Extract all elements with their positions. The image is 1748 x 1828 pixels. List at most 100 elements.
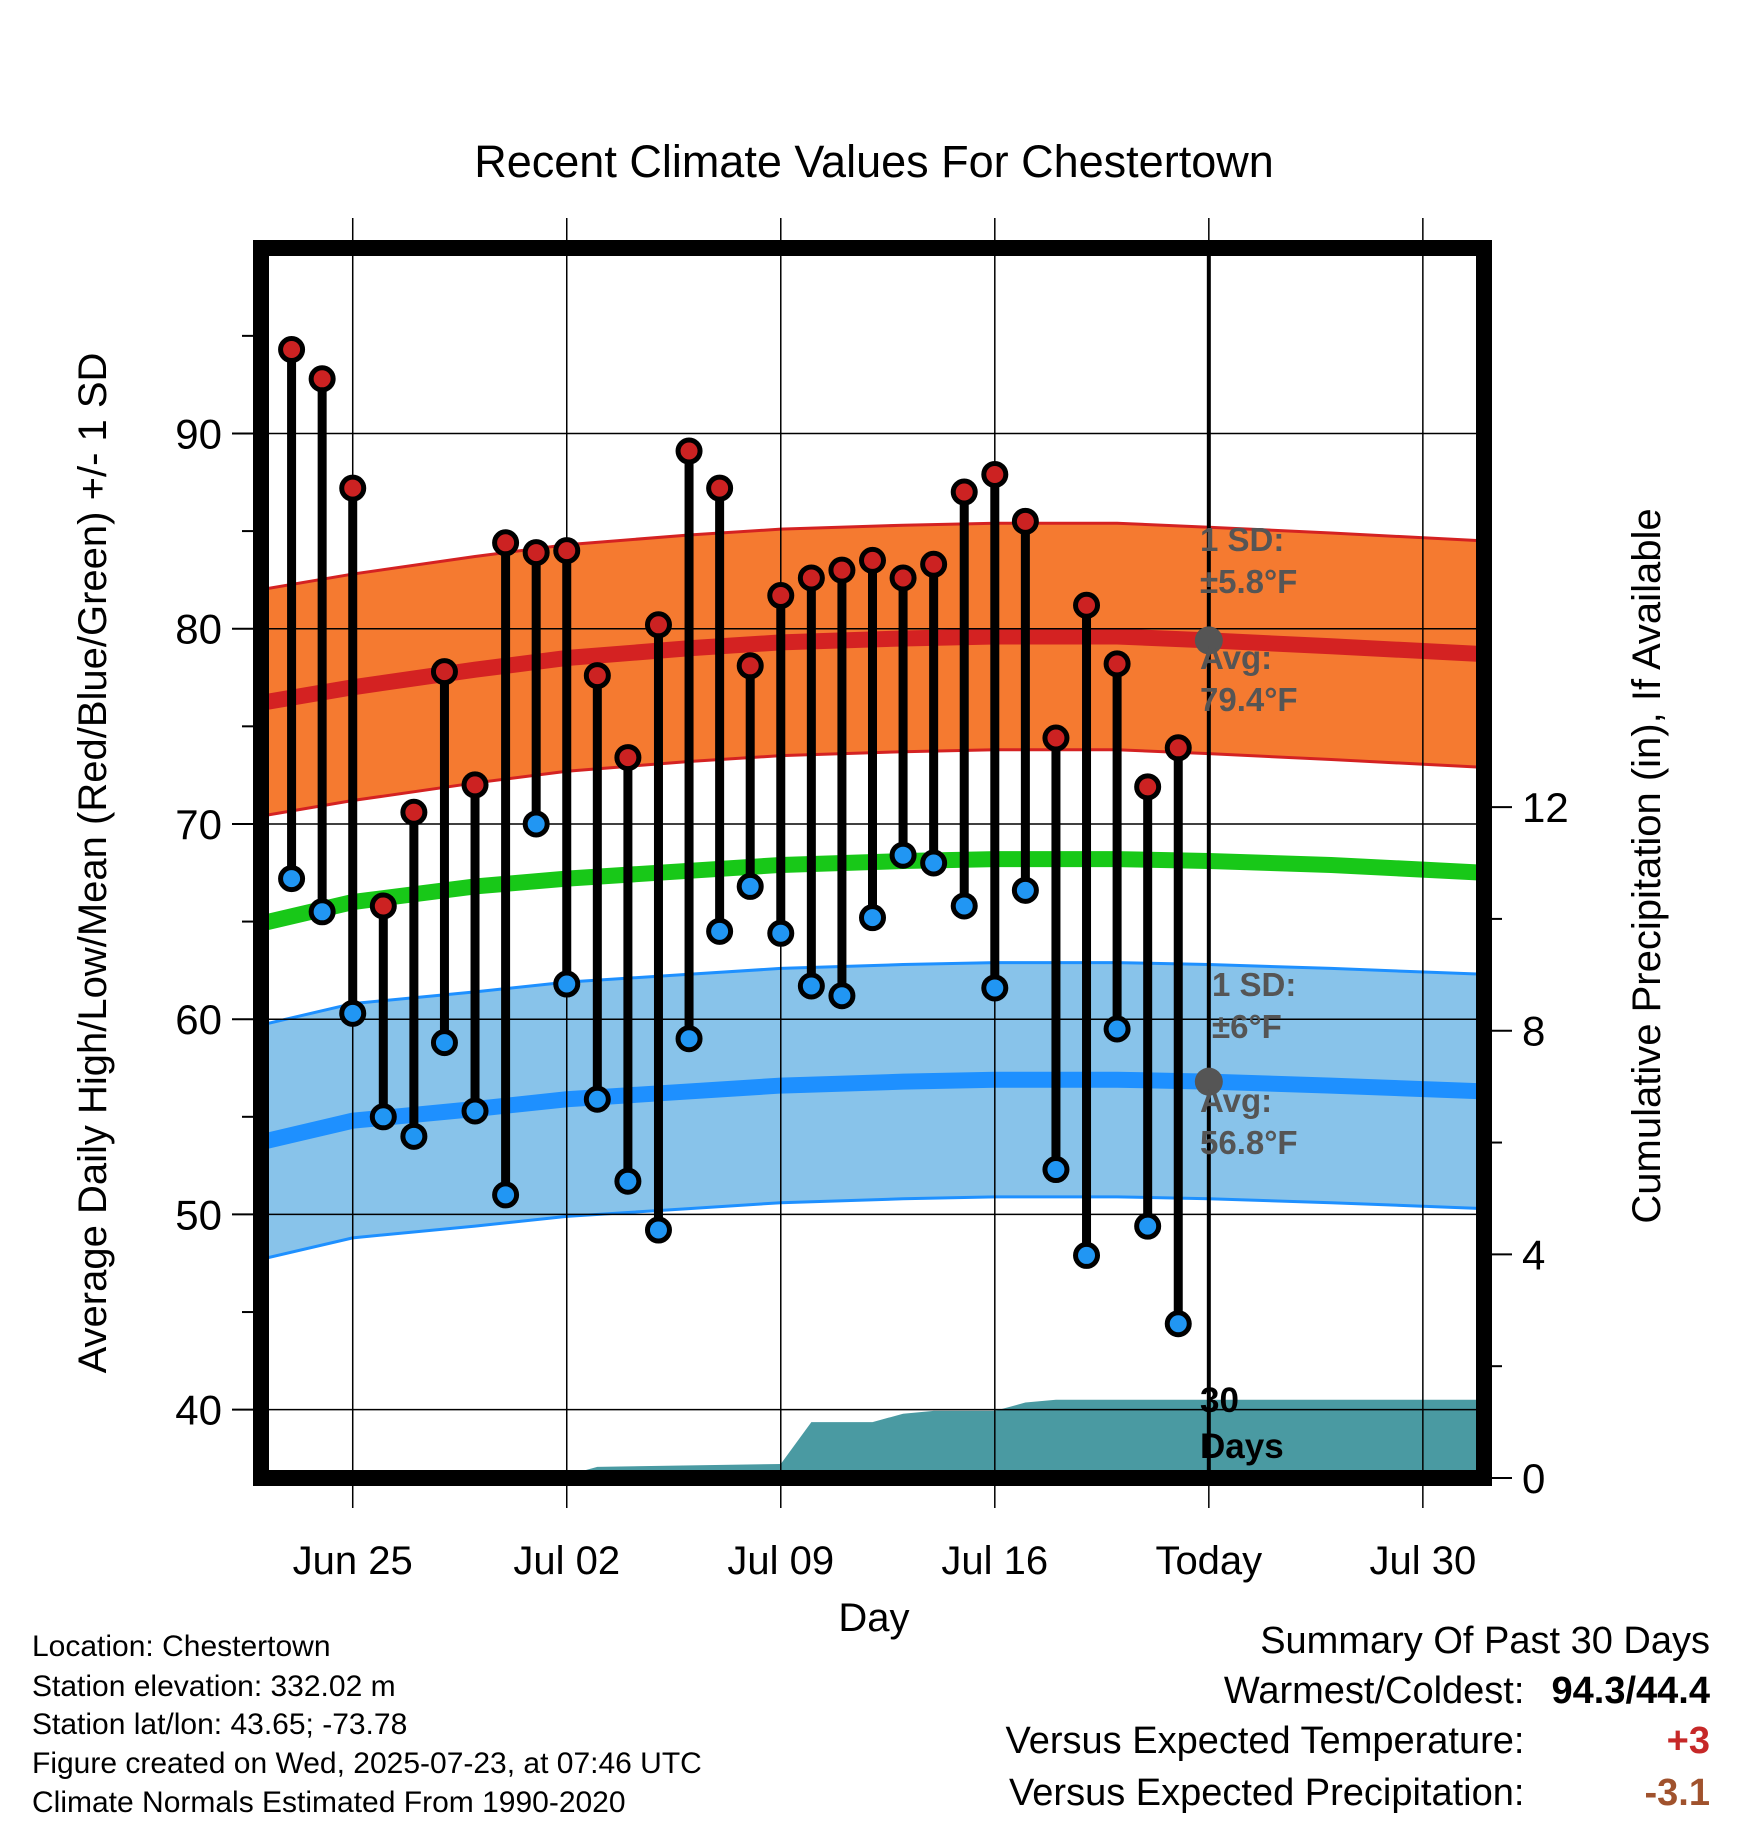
daily-low-point	[767, 919, 795, 947]
footer-created: Figure created on Wed, 2025-07-23, at 07…	[32, 1747, 702, 1780]
daily-high-point	[430, 658, 458, 686]
daily-low-point	[950, 892, 978, 920]
summary-precipitation: Versus Expected Precipitation: -3.1	[1009, 1772, 1710, 1815]
daily-high-point	[706, 474, 734, 502]
daily-high-point	[1011, 507, 1039, 535]
daily-high-point	[614, 744, 642, 772]
daily-low-point	[430, 1029, 458, 1057]
x-tick-label: Jul 30	[1369, 1539, 1476, 1583]
daily-high-point	[492, 529, 520, 557]
daily-low-point	[1164, 1310, 1192, 1338]
x-tick-label: Jul 02	[513, 1539, 620, 1583]
daily-high-point	[859, 546, 886, 574]
daily-low-point	[1134, 1212, 1162, 1240]
daily-low-point	[400, 1122, 428, 1150]
today-high-avg-marker	[1194, 626, 1223, 655]
summary-precip-label: Versus Expected Precipitation:	[1009, 1772, 1525, 1814]
daily-high-point	[1073, 591, 1101, 619]
window-label-number: 30	[1200, 1381, 1239, 1420]
summary-precip-value: -3.1	[1644, 1772, 1710, 1814]
daily-high-point	[736, 652, 764, 680]
summary-temp-value: +3	[1666, 1720, 1710, 1762]
y2-tick-label: 0	[1522, 1455, 1545, 1502]
daily-high-point	[675, 437, 703, 465]
daily-high-point	[828, 556, 856, 584]
daily-high-point	[644, 611, 672, 639]
daily-high-point	[339, 474, 367, 502]
daily-high-point	[369, 892, 397, 920]
low-sd-label: 1 SD:	[1212, 966, 1296, 1003]
y2-tick-label: 8	[1522, 1008, 1545, 1055]
high-avg-label: Avg:	[1200, 639, 1272, 676]
daily-high-point	[1042, 724, 1070, 752]
daily-low-point	[797, 972, 825, 1000]
daily-low-point	[369, 1103, 397, 1131]
x-tick-label: Jul 16	[941, 1539, 1048, 1583]
x-tick-label: Today	[1155, 1539, 1262, 1583]
daily-low-point	[736, 872, 764, 900]
plot-frame	[253, 240, 1492, 1486]
daily-low-point	[553, 970, 581, 998]
daily-low-point	[706, 917, 734, 945]
precipitation-area	[261, 1399, 1484, 1478]
daily-high-point	[553, 537, 581, 565]
footer-location: Location: Chestertown	[32, 1630, 331, 1663]
y-tick-label: 50	[175, 1191, 222, 1238]
summary-heading: Summary Of Past 30 Days	[1260, 1620, 1710, 1662]
y-tick-label: 70	[175, 801, 222, 848]
today-low-avg-marker	[1194, 1067, 1223, 1096]
high-sd-value: ±5.8°F	[1200, 563, 1297, 600]
daily-low-point	[278, 865, 306, 893]
high-avg-value: 79.4°F	[1200, 681, 1298, 718]
x-tick-label: Jun 25	[293, 1539, 413, 1583]
daily-high-point	[522, 539, 550, 567]
daily-high-point	[889, 564, 917, 592]
low-sd-band-lower-edge	[261, 1195, 1484, 1261]
chart-title: Recent Climate Values For Chestertown	[474, 136, 1274, 187]
low-avg-value: 56.8°F	[1200, 1124, 1298, 1161]
summary-temp-label: Versus Expected Temperature:	[1005, 1720, 1525, 1762]
daily-low-point	[1073, 1241, 1101, 1269]
daily-low-point	[1042, 1156, 1070, 1184]
y2-tick-label: 4	[1522, 1231, 1545, 1278]
low-sd-value: ±6°F	[1212, 1008, 1282, 1045]
summary-extremes-value: 94.3/44.4	[1551, 1670, 1710, 1712]
daily-high-point	[1134, 773, 1162, 801]
daily-low-point	[461, 1097, 489, 1125]
daily-low-point	[1011, 876, 1039, 904]
daily-high-point	[981, 460, 1009, 488]
avg-low-line	[261, 1071, 1484, 1150]
y-tick-label: 40	[175, 1387, 222, 1434]
y-tick-label: 80	[175, 606, 222, 653]
low-avg-label: Avg:	[1200, 1082, 1272, 1119]
daily-low-point	[675, 1025, 703, 1053]
daily-high-point	[1164, 734, 1192, 762]
daily-high-point	[950, 478, 978, 506]
daily-low-point	[1103, 1015, 1131, 1043]
daily-low-point	[492, 1181, 520, 1209]
daily-low-point	[308, 898, 336, 926]
footer-elevation: Station elevation: 332.02 m	[32, 1670, 396, 1703]
y-axis-label: Average Daily High/Low/Mean (Red/Blue/Gr…	[71, 353, 115, 1374]
daily-high-point	[920, 550, 948, 578]
footer-normals: Climate Normals Estimated From 1990-2020	[32, 1786, 626, 1819]
daily-low-point	[859, 904, 886, 932]
footer-latlon: Station lat/lon: 43.65; -73.78	[32, 1708, 408, 1741]
daily-low-point	[828, 982, 856, 1010]
y-tick-label: 90	[175, 410, 222, 457]
daily-high-point	[797, 564, 825, 592]
y2-axis-label: Cumulative Precipitation (in), If Availa…	[1625, 508, 1669, 1223]
high-sd-band-upper-edge	[261, 521, 1484, 592]
daily-low-point	[981, 974, 1009, 1002]
daily-high-point	[583, 662, 611, 690]
daily-low-point	[583, 1085, 611, 1113]
daily-high-point	[308, 365, 336, 393]
window-label-unit: Days	[1200, 1427, 1284, 1466]
high-sd-label: 1 SD:	[1200, 521, 1284, 558]
summary-extremes: Warmest/Coldest: 94.3/44.4	[1224, 1670, 1710, 1713]
x-tick-label: Jul 09	[727, 1539, 834, 1583]
daily-low-point	[889, 841, 917, 869]
y-tick-label: 60	[175, 996, 222, 1043]
y2-tick-label: 12	[1522, 784, 1569, 831]
